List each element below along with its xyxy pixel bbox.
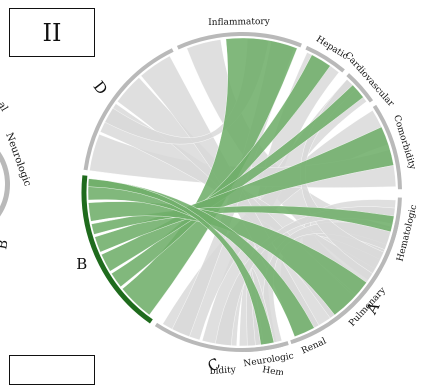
left-fragment-arc <box>0 151 10 217</box>
group-arc-pulmonary <box>329 267 382 325</box>
left-panel-fragment: Neurologic al B <box>0 100 33 251</box>
group-arc-B <box>81 175 153 324</box>
group-arc-renal <box>292 325 325 344</box>
green-ribbon <box>87 178 275 346</box>
grey-ribbon <box>262 221 392 345</box>
panel-label-box: II <box>9 8 95 57</box>
lower-panel-label-box <box>9 355 95 385</box>
chord-diagram: Neurologic al B bidity Hem ACBDInflammat… <box>0 17 419 375</box>
panel-label: II <box>42 18 62 47</box>
group-arc-cardiovascular <box>346 73 374 103</box>
group-arc-inflammatory <box>176 32 302 50</box>
group-arc-hepatic <box>305 45 345 73</box>
group-arc-D <box>83 48 174 171</box>
group-arcs <box>81 32 402 352</box>
group-label-comorbidity: Comorbidity <box>391 114 417 172</box>
group-arc-comorbidity <box>372 104 402 190</box>
group-label-D: D <box>90 78 112 99</box>
group-label-B: B <box>76 255 87 273</box>
green-ribbons <box>87 37 395 346</box>
group-arc-neurologic <box>244 341 289 352</box>
bottom-fragment-label-0: bidity <box>210 365 238 375</box>
group-label-renal: Renal <box>300 336 328 356</box>
left-fragment-label-1: al <box>0 100 10 113</box>
group-arc-hematologic <box>382 197 402 263</box>
bottom-fragment-label-1: Hem <box>261 365 285 375</box>
group-label-inflammatory: Inflammatory <box>208 17 271 28</box>
bottom-panel-fragment: bidity Hem <box>210 365 286 375</box>
left-fragment-label-2: B <box>0 239 12 251</box>
